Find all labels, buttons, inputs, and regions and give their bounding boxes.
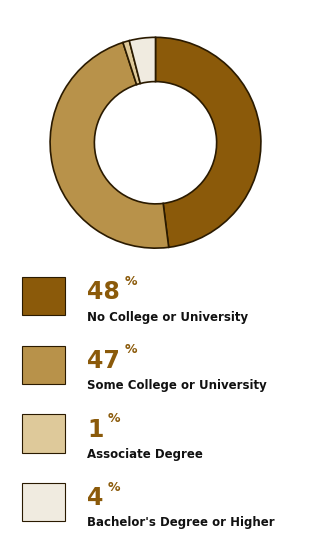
- Text: %: %: [124, 275, 137, 288]
- FancyBboxPatch shape: [22, 483, 65, 522]
- Text: %: %: [124, 344, 137, 356]
- Text: Associate Degree: Associate Degree: [87, 448, 203, 461]
- Wedge shape: [156, 37, 261, 247]
- Text: Some College or University: Some College or University: [87, 379, 267, 392]
- FancyBboxPatch shape: [22, 346, 65, 384]
- Text: %: %: [107, 481, 120, 494]
- Text: %: %: [107, 412, 120, 425]
- Text: Bachelor's Degree or Higher: Bachelor's Degree or Higher: [87, 517, 275, 529]
- Text: No College or University: No College or University: [87, 311, 248, 323]
- FancyBboxPatch shape: [22, 277, 65, 315]
- Wedge shape: [123, 41, 140, 85]
- Wedge shape: [50, 42, 169, 248]
- Text: 48: 48: [87, 281, 120, 304]
- Wedge shape: [129, 37, 156, 83]
- FancyBboxPatch shape: [22, 414, 65, 452]
- Text: 47: 47: [87, 349, 120, 373]
- Text: 1: 1: [87, 418, 104, 441]
- Text: 4: 4: [87, 486, 104, 510]
